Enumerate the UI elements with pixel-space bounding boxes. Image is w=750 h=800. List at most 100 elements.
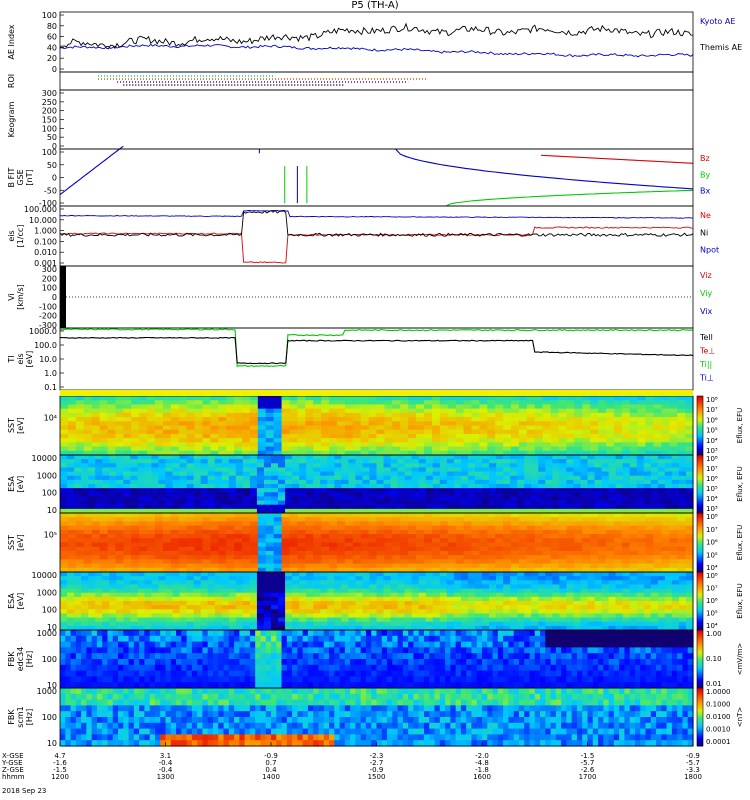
axis-title-esa_i: ESA bbox=[7, 593, 16, 609]
colorbar-label-sst_e: 10⁸ bbox=[706, 396, 718, 404]
axis-title-fbk_e: [Hz] bbox=[25, 651, 34, 667]
x-tick-label: 3.1 bbox=[160, 752, 171, 760]
tick-label-ae: 0 bbox=[52, 65, 57, 74]
colorbar-label-sst_e: 10⁴ bbox=[706, 437, 718, 445]
series-line-bz bbox=[541, 154, 694, 164]
tick-label-density: 10.000 bbox=[29, 216, 57, 225]
spectrogram-fbk-e bbox=[60, 630, 694, 689]
axis-title-temperature: TI bbox=[7, 355, 16, 363]
legend-bfit: Bx bbox=[700, 187, 710, 196]
tick-label-keogram: 50 bbox=[47, 133, 57, 142]
colorbar-label-esa_e: 10⁷ bbox=[706, 465, 718, 473]
panel-frame bbox=[59, 11, 694, 73]
axis-title-fbk_e: edc34 bbox=[16, 647, 25, 672]
series-line-ne bbox=[59, 226, 694, 264]
tick-label-velocity: 200 bbox=[42, 274, 57, 283]
tick-label-fbk_b: 1000 bbox=[37, 687, 57, 696]
axis-title-esa_e: [eV] bbox=[16, 476, 25, 493]
series-line-by bbox=[445, 189, 694, 207]
colorbar-fbk_b bbox=[696, 687, 704, 747]
legend-temperature: Tell bbox=[699, 333, 713, 342]
tick-label-temperature: 100.0 bbox=[34, 341, 57, 350]
panel-frame bbox=[59, 71, 694, 91]
tick-label-esa_i: 1000 bbox=[37, 588, 57, 597]
tick-label-keogram: 0 bbox=[52, 142, 57, 151]
tick-label-keogram: 150 bbox=[42, 116, 57, 125]
legend-ae: Kyoto AE bbox=[700, 17, 735, 26]
axis-title-density: eis bbox=[7, 230, 16, 241]
tick-label-esa_i: 10 bbox=[47, 623, 57, 632]
tick-label-velocity: 300 bbox=[42, 265, 57, 274]
colorbar-label-esa_i: 10⁶ bbox=[706, 597, 718, 605]
x-tick-label: -0.9 bbox=[686, 752, 700, 760]
axis-title-fbk_b: scm1 bbox=[16, 706, 25, 727]
series-line-bx bbox=[395, 148, 694, 190]
x-tick-label: -2.7 bbox=[370, 759, 384, 767]
tick-label-ae: 40 bbox=[47, 43, 57, 52]
colorbar-label-sst_i: 10⁴ bbox=[706, 564, 718, 572]
x-tick-label: -1.6 bbox=[53, 759, 67, 767]
tick-label-density: 0.100 bbox=[34, 237, 57, 246]
legend-ae: Themis AE bbox=[699, 43, 742, 52]
x-tick-label: 0.7 bbox=[265, 759, 276, 767]
axis-title-temperature: [eV] bbox=[25, 351, 34, 368]
tick-label-velocity: 100 bbox=[42, 284, 57, 293]
tick-label-sst_i: 10⁵ bbox=[44, 531, 57, 540]
series-line-bx bbox=[59, 145, 124, 196]
colorbar-label-sst_e: 10⁷ bbox=[706, 406, 718, 414]
x-axis-row-label: hhmm bbox=[2, 773, 25, 781]
x-tick-label: 1200 bbox=[51, 773, 69, 781]
axis-title-sst_i: [eV] bbox=[16, 534, 25, 551]
x-tick-label: 1300 bbox=[157, 773, 175, 781]
x-tick-label: -2.3 bbox=[370, 752, 384, 760]
colorbar-esa_i bbox=[696, 571, 704, 631]
x-axis-row-label: Z-GSE bbox=[2, 766, 24, 774]
colorbar-label-sst_e: 10⁵ bbox=[706, 427, 718, 435]
colorbar-title-esa_e: Eflux, EFU bbox=[736, 466, 744, 501]
tick-label-keogram: 100 bbox=[42, 124, 57, 133]
axis-title-esa_e: ESA bbox=[7, 476, 16, 492]
page-title: P5 (TH-A) bbox=[351, 0, 399, 11]
legend-temperature: Ti⊥ bbox=[699, 374, 714, 383]
colorbar-label-esa_e: 10³ bbox=[706, 505, 718, 513]
colorbar-label-sst_e: 10³ bbox=[706, 447, 718, 455]
tick-label-velocity: -300 bbox=[39, 321, 57, 330]
tick-label-bfit: -100 bbox=[39, 199, 57, 208]
panel-frame bbox=[59, 148, 694, 207]
x-tick-label: -1.5 bbox=[53, 766, 67, 774]
x-tick-label: -4.8 bbox=[475, 759, 489, 767]
tick-label-esa_e: 10 bbox=[47, 506, 57, 515]
colorbar-label-fbk_b: 0.0100 bbox=[706, 713, 731, 721]
axis-title-bfit: GSE bbox=[16, 169, 25, 185]
tick-label-fbk_e: 1000 bbox=[37, 629, 57, 638]
x-tick-label: -2.6 bbox=[581, 766, 595, 774]
axis-title-velocity: Vi bbox=[7, 293, 16, 301]
tick-label-fbk_e: 100 bbox=[42, 655, 57, 664]
tick-label-keogram: 300 bbox=[42, 89, 57, 98]
colorbar-label-fbk_b: 0.1000 bbox=[706, 701, 731, 709]
colorbar-label-esa_e: 10⁶ bbox=[706, 475, 718, 483]
spectrogram-esa-electron bbox=[60, 455, 694, 514]
legend-temperature: Te⊥ bbox=[699, 347, 715, 356]
colorbar-title-fbk_b: <nT> bbox=[736, 707, 744, 728]
panel-frame bbox=[59, 205, 694, 267]
tick-label-fbk_b: 10 bbox=[47, 739, 57, 748]
x-tick-label: -1.8 bbox=[475, 766, 489, 774]
colorbar-title-sst_e: Eflux, EFU bbox=[736, 408, 744, 443]
tick-label-temperature: 1000.0 bbox=[29, 327, 57, 336]
series-line-tell bbox=[59, 336, 694, 365]
tick-label-fbk_e: 10 bbox=[47, 681, 57, 690]
x-tick-label: -1.5 bbox=[581, 752, 595, 760]
colorbar-label-fbk_e: 1.00 bbox=[706, 630, 722, 638]
axis-title-keogram: Keogram bbox=[7, 101, 16, 137]
x-tick-label: -0.9 bbox=[370, 766, 384, 774]
colorbar-esa_e bbox=[696, 454, 704, 514]
legend-velocity: Vix bbox=[700, 307, 713, 316]
axis-title-roi: ROI bbox=[7, 74, 16, 88]
colorbar-sst_i bbox=[696, 512, 704, 573]
tick-label-bfit: -50 bbox=[44, 186, 57, 195]
x-tick-label: -0.9 bbox=[264, 752, 278, 760]
spectrogram-sst-electron bbox=[60, 396, 694, 456]
